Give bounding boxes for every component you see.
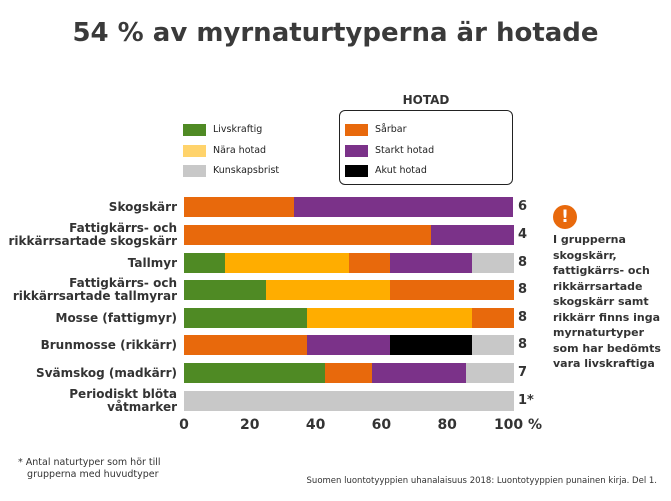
bar-segment (184, 197, 295, 217)
bar-segment (471, 308, 514, 328)
bar-segment (325, 363, 373, 383)
bar-segment (466, 363, 514, 383)
row-count: 4 (518, 227, 528, 242)
legend-swatch (183, 124, 206, 136)
hotad-legend-frame (339, 110, 513, 185)
x-tick-label: 20 (240, 417, 260, 433)
row-count: 8 (518, 255, 528, 270)
bar-segment (471, 335, 514, 355)
exclamation-icon: ! (553, 205, 577, 229)
row-label: Fattigkärrs- och rikkärrsartade tallmyra… (12, 276, 177, 303)
bar-segment (225, 253, 349, 273)
row-label: Skogskärr (108, 199, 177, 214)
legend-swatch (345, 124, 368, 136)
x-tick-label: 40 (305, 417, 326, 433)
row-count: 7 (518, 365, 528, 380)
legend-label: Akut hotad (375, 165, 427, 176)
row-label: Periodiskt blöta våtmarker (69, 387, 177, 414)
bar-segment (184, 308, 308, 328)
bar-segment (372, 363, 467, 383)
legend-label: Starkt hotad (375, 145, 435, 156)
legend-swatch (345, 165, 368, 177)
x-tick-label: 0 (179, 417, 189, 433)
legend-swatch (345, 145, 368, 157)
hotad-heading: HOTAD (402, 93, 450, 107)
bar-segment (184, 391, 514, 411)
row-label: Tallmyr (127, 255, 177, 270)
legend-label: Nära hotad (213, 145, 267, 156)
row-label: Brunmosse (rikkärr) (40, 337, 177, 352)
bar-segment (307, 335, 391, 355)
bar-segment (307, 308, 473, 328)
legend-swatch (183, 165, 206, 177)
bar-segment (184, 225, 432, 245)
row-count: 8 (518, 310, 528, 325)
bar-segment (389, 253, 473, 273)
footnote: * Antal naturtyper som hör till gruppern… (18, 457, 161, 480)
bar-segment (293, 197, 514, 217)
legend-swatch (183, 145, 206, 157)
row-count: 6 (518, 199, 528, 214)
bar-segment (266, 280, 391, 300)
row-label: Svämskog (madkärr) (36, 365, 177, 380)
legend-label: Kunskapsbrist (213, 165, 280, 176)
bar-segment (184, 335, 308, 355)
bar-segment (184, 363, 326, 383)
x-tick-label: 80 (437, 417, 457, 433)
source: Suomen luontotyyppien uhanalaisuus 2018:… (306, 476, 657, 486)
row-label: Fattigkärrs- och rikkärrsartade skogskär… (8, 221, 177, 248)
row-count: 1* (518, 393, 534, 408)
bar-segment (184, 280, 267, 300)
bar-segment (348, 253, 391, 273)
bar-segment (430, 225, 514, 245)
bar-segment (471, 253, 514, 273)
x-tick-label: 60 (371, 417, 392, 433)
x-tick-label: 100 % (493, 417, 543, 433)
bar-segment (389, 280, 514, 300)
row-label: Mosse (fattigmyr) (55, 310, 178, 325)
bar-segment (184, 253, 226, 273)
legend-label: Sårbar (375, 124, 407, 135)
chart-title: 54 % av myrnaturtyperna är hotade (72, 18, 599, 48)
legend-label: Livskraftig (213, 124, 263, 135)
row-count: 8 (518, 282, 528, 297)
note-text: I grupperna skogskärr, fattigkärrs- och … (553, 233, 661, 370)
row-count: 8 (518, 337, 528, 352)
bar-segment (389, 335, 473, 355)
